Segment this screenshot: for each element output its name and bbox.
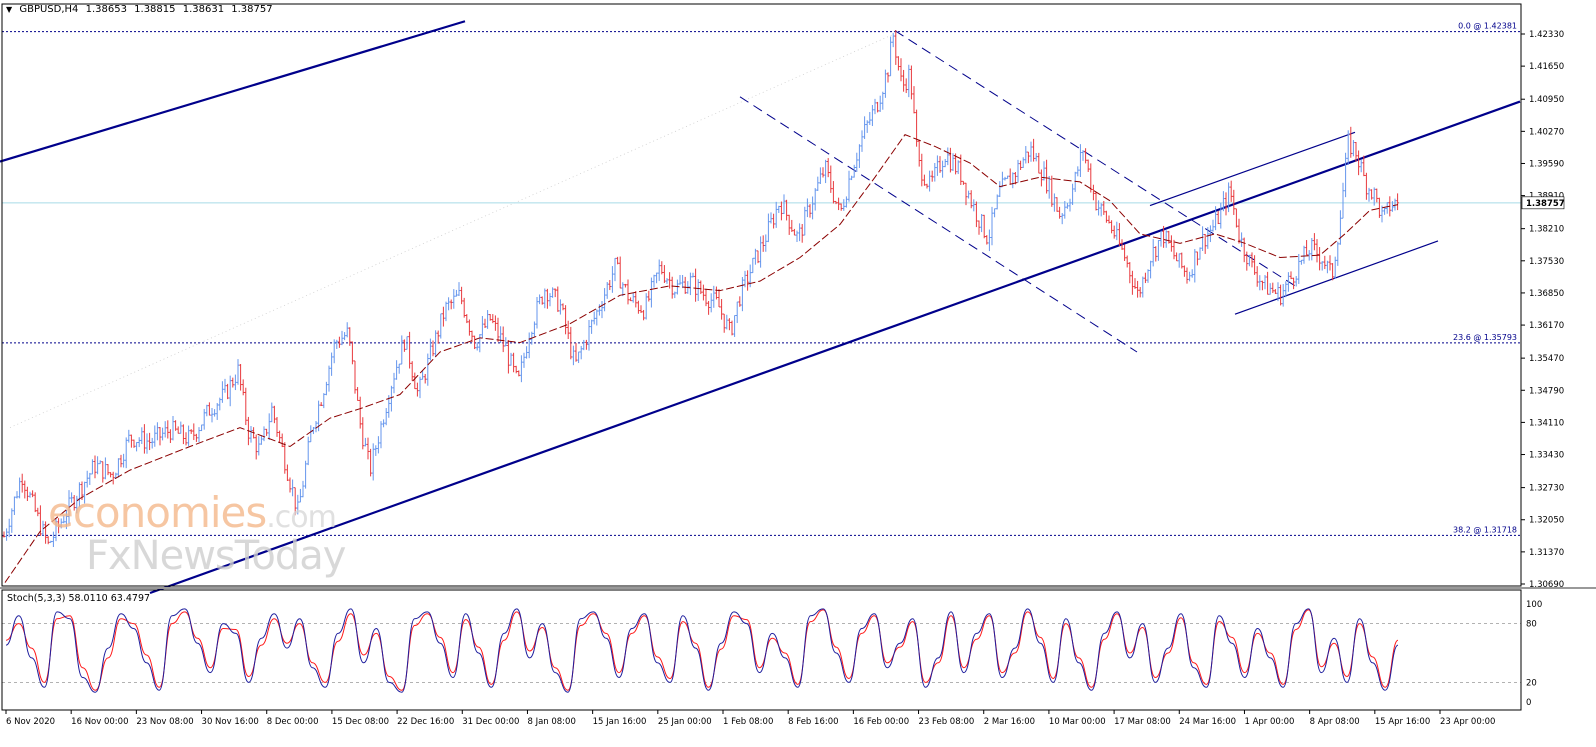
y-tick-label: 1.34790 <box>1529 386 1564 396</box>
fibonacci-level-label: 38.2 @ 1.31718 <box>1453 525 1517 534</box>
stochastic-tick-label: 0 <box>1526 698 1531 708</box>
y-tick-label: 1.36850 <box>1529 289 1564 299</box>
fibonacci-level-label: 23.6 @ 1.35793 <box>1453 333 1517 342</box>
y-tick-label: 1.40270 <box>1529 127 1564 137</box>
x-tick-label: 23 Feb 08:00 <box>919 717 975 727</box>
x-tick-label: 23 Apr 00:00 <box>1440 717 1495 727</box>
x-tick-label: 22 Dec 16:00 <box>397 717 454 727</box>
stochastic-tick-label: 80 <box>1526 620 1537 630</box>
fibonacci-base-line <box>9 34 894 428</box>
watermark-economies: economies.com <box>48 488 337 537</box>
trendline-descending-channel-bottom[interactable] <box>739 96 1138 353</box>
x-tick-label: 23 Nov 08:00 <box>136 717 193 727</box>
x-tick-label: 30 Nov 16:00 <box>202 717 259 727</box>
y-tick-label: 1.42330 <box>1529 30 1564 40</box>
current-price-label: 1.38757 <box>1526 199 1565 209</box>
x-tick-label: 6 Nov 2020 <box>6 717 55 727</box>
y-tick-label: 1.36170 <box>1529 321 1564 331</box>
current-price-box <box>1521 196 1565 210</box>
axes: 1.423301.416501.409501.402701.395901.389… <box>0 3 1596 727</box>
stochastic-panel-frame <box>1 589 1522 711</box>
stochastic-tick-label: 20 <box>1526 678 1537 688</box>
chart-header: ▼ GBPUSD,H4 1.38653 1.38815 1.38631 1.38… <box>6 4 277 15</box>
y-tick-label: 1.31370 <box>1529 548 1564 558</box>
y-tick-label: 1.40950 <box>1529 95 1564 105</box>
x-tick-label: 17 Mar 08:00 <box>1114 717 1171 727</box>
x-tick-label: 8 Feb 16:00 <box>788 717 838 727</box>
x-tick-label: 16 Feb 00:00 <box>853 717 909 727</box>
x-tick-label: 25 Jan 00:00 <box>658 717 712 727</box>
open-value: 1.38653 <box>85 4 127 15</box>
watermark-fxnewstoday: FxNewsToday <box>86 533 346 579</box>
y-tick-label: 1.35470 <box>1529 354 1564 364</box>
stochastic-main-line <box>5 608 1399 693</box>
x-tick-label: 8 Dec 00:00 <box>267 717 319 727</box>
dropdown-arrow-icon[interactable]: ▼ <box>6 5 13 14</box>
low-value: 1.38631 <box>182 4 225 15</box>
y-tick-label: 1.32730 <box>1529 484 1564 494</box>
close-value: 1.38757 <box>231 4 273 15</box>
trendline-rising-channel-top[interactable] <box>1149 131 1356 207</box>
price-panel-frame <box>1 3 1522 587</box>
x-tick-label: 1 Apr 00:00 <box>1244 717 1294 727</box>
x-tick-label: 15 Apr 16:00 <box>1375 717 1430 727</box>
stochastic-signal-line <box>5 609 1399 691</box>
x-tick-label: 8 Jan 08:00 <box>527 717 575 727</box>
y-tick-label: 1.33430 <box>1529 451 1564 461</box>
x-tick-label: 24 Mar 16:00 <box>1179 717 1236 727</box>
x-tick-label: 1 Feb 08:00 <box>723 717 773 727</box>
trendline-rising-channel-bottom[interactable] <box>1234 240 1439 315</box>
y-tick-label: 1.38210 <box>1529 225 1564 235</box>
stochastic-panel[interactable] <box>2 608 1521 693</box>
x-tick-label: 15 Dec 08:00 <box>332 717 389 727</box>
y-tick-label: 1.32050 <box>1529 516 1564 526</box>
candles <box>2 30 1399 548</box>
y-tick-label: 1.30690 <box>1529 580 1564 590</box>
y-tick-label: 1.34110 <box>1529 418 1564 428</box>
x-tick-label: 31 Dec 00:00 <box>462 717 519 727</box>
stochastic-tick-label: 100 <box>1526 600 1542 610</box>
high-value: 1.38815 <box>134 4 176 15</box>
x-tick-label: 2 Mar 16:00 <box>984 717 1035 727</box>
x-tick-label: 10 Mar 00:00 <box>1049 717 1106 727</box>
y-tick-label: 1.37530 <box>1529 257 1564 267</box>
stochastic-signal-value: 63.4797 <box>110 593 151 604</box>
moving-average-line <box>4 134 1399 583</box>
y-tick-label: 1.41650 <box>1529 62 1564 72</box>
fibonacci-level-label: 0.0 @ 1.42381 <box>1458 22 1517 31</box>
stochastic-main-value: 58.0110 <box>68 593 108 604</box>
stochastic-label: Stoch(5,3,3) <box>7 593 66 604</box>
trendline-upper-channel[interactable] <box>0 20 466 163</box>
stochastic-header: Stoch(5,3,3) 58.0110 63.4797 <box>7 593 150 604</box>
price-panel[interactable]: 0.0 @ 1.42381 23.6 @ 1.35793 38.2 @ 1.3171… <box>0 20 1521 595</box>
x-tick-label: 8 Apr 08:00 <box>1310 717 1360 727</box>
x-tick-label: 15 Jan 16:00 <box>593 717 647 727</box>
symbol-label: GBPUSD,H4 <box>19 4 79 15</box>
x-tick-label: 16 Nov 00:00 <box>71 717 128 727</box>
y-tick-label: 1.39590 <box>1529 159 1564 169</box>
trendline-main-support[interactable] <box>149 100 1521 595</box>
